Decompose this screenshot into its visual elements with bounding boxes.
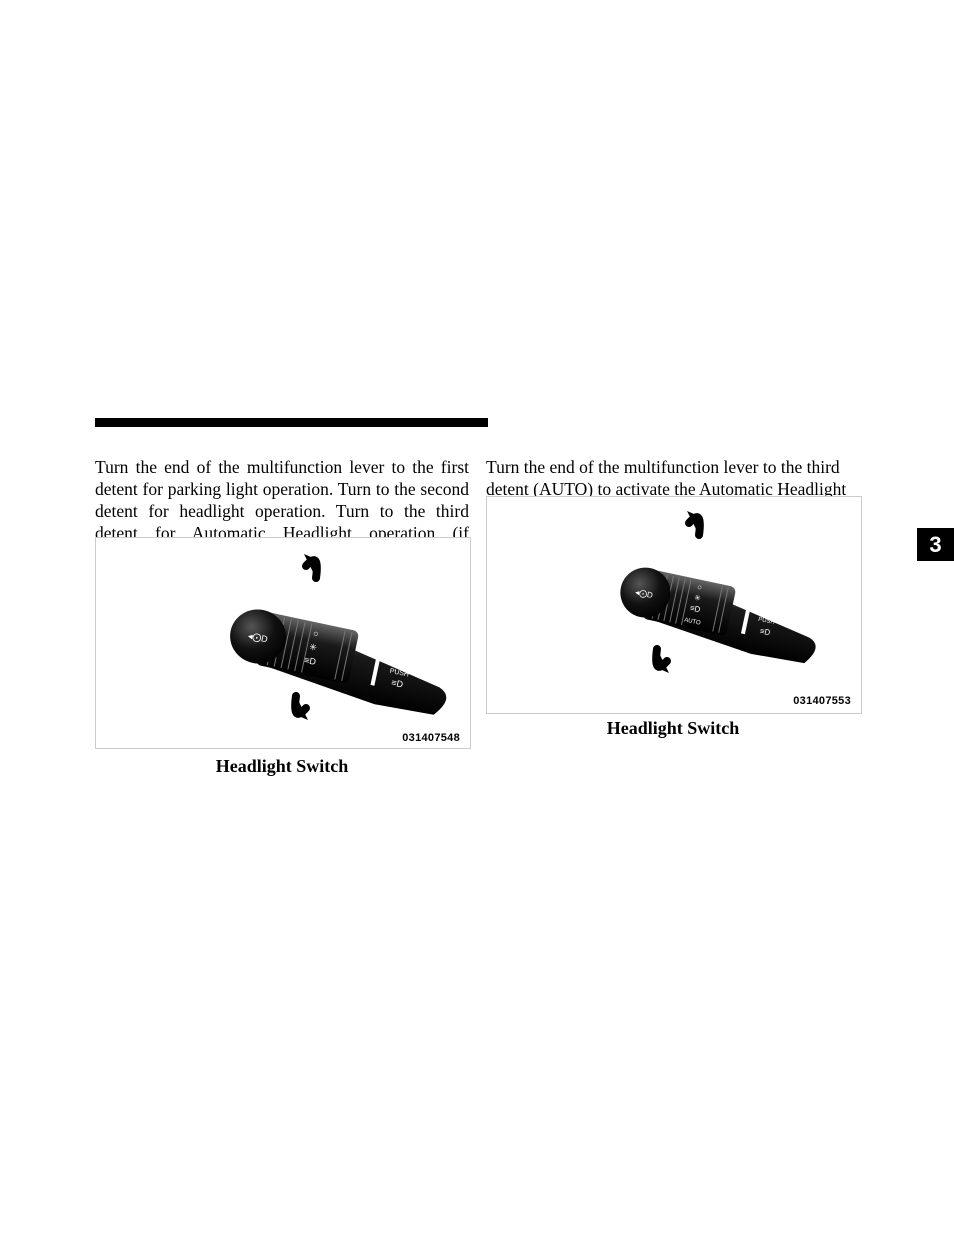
svg-text:✺: ✺: [764, 601, 773, 611]
rotate-up-arrow-icon: [687, 511, 701, 535]
figure-caption-right: Headlight Switch: [486, 718, 860, 739]
section-tab: 3: [917, 528, 954, 561]
figure-headlight-switch-standard: ◂⨀D ○ ✳ ≡D ✺ PUSH ≡D ✧ ✧ 031407548: [95, 537, 471, 749]
section-rule: [95, 418, 488, 427]
dimmer-icon: ✧ ✧: [784, 613, 801, 625]
svg-text:✺: ✺: [398, 650, 408, 661]
figure-image-number: 031407548: [402, 732, 460, 744]
lever-illustration-standard: ◂⨀D ○ ✳ ≡D ✺ PUSH ≡D ✧ ✧: [96, 538, 470, 748]
rotate-up-arrow-icon: [304, 554, 318, 578]
figure-caption-left: Headlight Switch: [95, 756, 469, 777]
rotate-down-arrow-icon: [294, 696, 308, 720]
figure-image-number: 031407553: [793, 695, 851, 707]
rotate-down-arrow-icon: [655, 649, 669, 673]
lever-illustration-auto: ◂⨀D ○ ✳ ≡D AUTO ✺ PUSH ≡D ✧ ✧: [487, 497, 861, 713]
figure-headlight-switch-auto: ◂⨀D ○ ✳ ≡D AUTO ✺ PUSH ≡D ✧ ✧ 0314: [486, 496, 862, 714]
dimmer-icon: ✧ ✧: [420, 663, 440, 677]
